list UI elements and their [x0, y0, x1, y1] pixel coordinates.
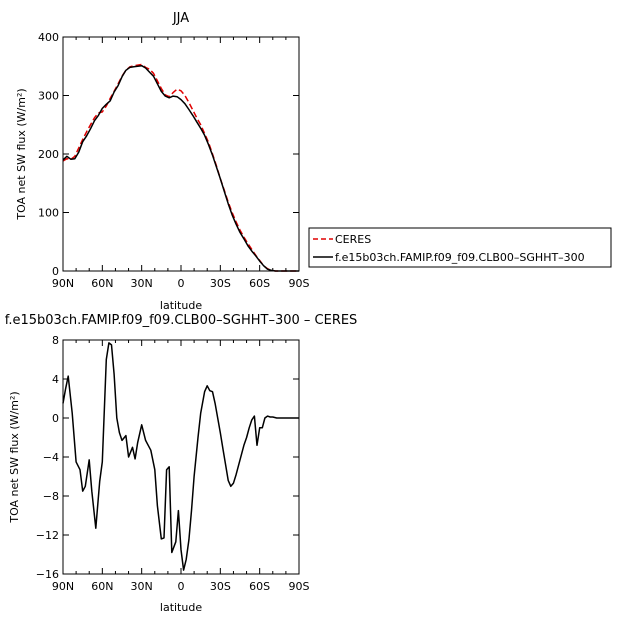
- bottom-xtick-label: 60N: [91, 580, 113, 593]
- bottom-ytick-label: 4: [52, 373, 59, 386]
- top-series-line-1: [62, 64, 299, 272]
- bottom-series-line-0: [62, 342, 299, 571]
- top-chart-ylabel: TOA net SW flux (W/m²): [15, 88, 28, 220]
- legend: CERES f.e15b03ch.FAMIP.f09_f09.CLB00–SGH…: [308, 227, 612, 268]
- top-xtick-label: 30N: [131, 277, 153, 290]
- bottom-xtick-label: 30N: [131, 580, 153, 593]
- bottom-chart: f.e15b03ch.FAMIP.f09_f09.CLB00–SGHHT–300…: [5, 313, 358, 614]
- top-xtick-label: 30S: [210, 277, 231, 290]
- top-xtick-label: 60N: [91, 277, 113, 290]
- top-ytick-label: 200: [38, 148, 59, 161]
- bottom-chart-title: f.e15b03ch.FAMIP.f09_f09.CLB00–SGHHT–300…: [5, 313, 358, 328]
- bottom-plot-frame: [62, 339, 300, 575]
- top-ytick-label: 300: [38, 90, 59, 103]
- top-xtick-label: 60S: [249, 277, 270, 290]
- bottom-chart-xlabel: latitude: [160, 601, 202, 614]
- top-xtick-label: 90S: [289, 277, 310, 290]
- bottom-ytick-label: 8: [52, 334, 59, 347]
- top-chart: JJA TOA net SW flux (W/m²) latitude 90N 6…: [15, 11, 310, 312]
- top-xtick-label: 90N: [52, 277, 74, 290]
- bottom-ytick-label: −8: [43, 490, 59, 503]
- bottom-ytick-label: −12: [36, 529, 59, 542]
- top-ytick-label: 100: [38, 207, 59, 220]
- bottom-ytick-label: 0: [52, 412, 59, 425]
- top-plot-frame: [62, 36, 300, 272]
- top-chart-title: JJA: [172, 11, 189, 26]
- bottom-ytick-label: −4: [43, 451, 59, 464]
- bottom-xtick-label: 90S: [289, 580, 310, 593]
- bottom-xtick-label: 90N: [52, 580, 74, 593]
- legend-box: [308, 227, 612, 268]
- bottom-chart-ylabel: TOA net SW flux (W/m²): [8, 391, 21, 523]
- bottom-xtick-label: 60S: [249, 580, 270, 593]
- bottom-ytick-label: −16: [36, 568, 59, 581]
- bottom-xtick-label: 0: [178, 580, 185, 593]
- legend-model-label: f.e15b03ch.FAMIP.f09_f09.CLB00–SGHHT–300: [335, 251, 585, 264]
- top-series-line-0: [62, 63, 299, 272]
- top-chart-xlabel: latitude: [160, 299, 202, 312]
- top-ytick-label: 400: [38, 31, 59, 44]
- legend-ceres-label: CERES: [335, 233, 371, 246]
- top-ytick-label: 0: [52, 265, 59, 278]
- top-xtick-label: 0: [178, 277, 185, 290]
- bottom-xtick-label: 30S: [210, 580, 231, 593]
